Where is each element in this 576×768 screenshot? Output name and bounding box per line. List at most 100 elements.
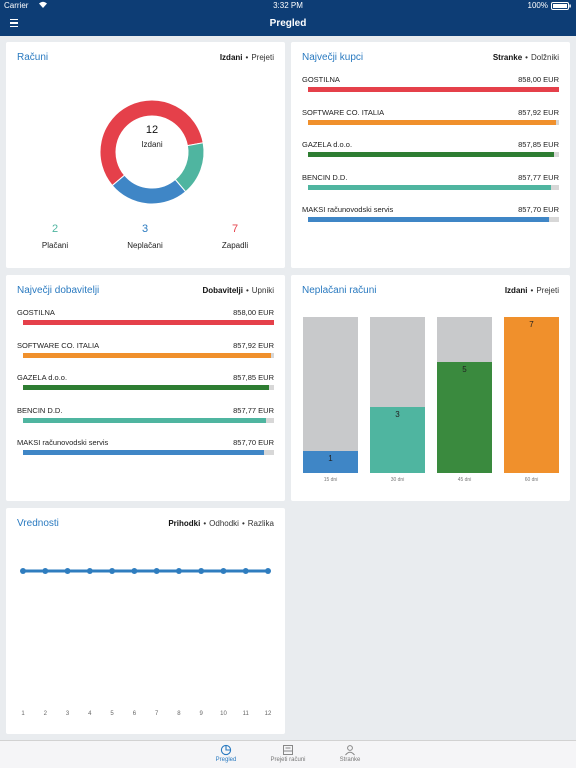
item-value: 857,85 EUR [233,373,274,382]
item-value: 857,92 EUR [233,340,274,350]
kupci-card: Največji kupci Stranke • Dolžniki GOSTILNA… [291,42,570,268]
vrednosti-toggle: Prihodki • Odhodki • Razlika [168,519,274,528]
item-bar [308,184,559,190]
item-bar [23,385,274,390]
x-tick-label: 5 [110,711,114,717]
bar-category-label: 45 dni [457,477,472,483]
x-tick-label: 2 [44,711,48,717]
donut-slice-zapadli [99,99,204,187]
item-bar-fill [23,450,264,455]
toggle-razlika[interactable]: Razlika [247,519,274,528]
pie-chart-icon [220,744,232,756]
list-item[interactable]: MAKSI računovodski servis 857,70 EUR [17,435,274,468]
list-item[interactable]: MAKSI računovodski servis 857,70 EUR [302,202,559,235]
data-point[interactable] [175,568,182,574]
data-point[interactable] [131,568,138,574]
bar-value-label: 1 [328,453,333,463]
item-value: 857,70 EUR [233,438,274,447]
item-name: SOFTWARE CO. ITALIA [302,107,385,117]
dobavitelji-card: Največji dobavitelji Dobavitelji • Upniki … [6,275,285,501]
toggle-stranke[interactable]: Stranke [492,53,523,62]
item-bar-fill [308,217,549,222]
battery-icon [551,2,571,12]
item-value: 857,70 EUR [518,205,559,214]
bar-2[interactable]: 3 [370,317,425,473]
data-point[interactable] [220,568,227,574]
item-name: MAKSI računovodski servis [302,205,394,214]
bar-value-label: 7 [529,320,534,329]
list-item[interactable]: GAZELA d.o.o. 857,85 EUR [17,370,274,403]
tab-bar: Pregled Prejeti računi Stranke [0,740,576,768]
hamburger-menu-icon[interactable] [10,16,22,30]
data-point[interactable] [86,568,93,574]
bar-3[interactable]: 5 [437,317,492,473]
item-bar [23,450,274,455]
vrednosti-line-chart: 1 2 3 4 5 6 7 8 9 10 11 12 [20,568,272,717]
page-title: Pregled [269,18,307,29]
racuni-card: Računi Izdani • Prejeti 12 Izdani 2 Plačan… [6,42,285,268]
data-point[interactable] [42,568,49,574]
stat-placani: 2 Plačani [15,223,95,250]
dobavitelji-title: Največji dobavitelji [17,285,100,296]
bar-value-label: 3 [395,410,400,420]
tab-prejeti-racuni[interactable]: Prejeti računi [253,744,323,763]
item-bar-fill [308,152,554,157]
data-point[interactable] [20,568,26,574]
item-value: 857,92 EUR [518,107,559,117]
item-value: 857,77 EUR [233,405,274,415]
list-item[interactable]: GAZELA d.o.o. 857,85 EUR [302,137,559,170]
list-item[interactable]: GOSTILNA 858,00 EUR [302,72,559,105]
bar-fill [437,361,492,473]
list-item[interactable]: GOSTILNA 858,00 EUR [17,305,274,338]
x-tick-label: 6 [133,711,137,717]
item-name: GOSTILNA [302,75,340,84]
data-point[interactable] [198,568,205,574]
stat-neplacani-value: 3 [141,223,149,235]
list-item[interactable]: BENCIN D.D. 857,77 EUR [17,403,274,436]
item-bar-fill [308,184,552,190]
wifi-icon [38,0,48,11]
item-name: SOFTWARE CO. ITALIA [17,340,100,350]
tab-pregled[interactable]: Pregled [191,744,261,763]
x-tick-label: 12 [265,711,272,717]
item-bar [308,119,559,125]
toggle-dobavitelji[interactable]: Dobavitelji [202,286,243,295]
bar-4[interactable]: 7 [504,317,559,473]
toggle-izdani[interactable]: Izdani [219,53,243,62]
item-name: BENCIN D.D. [302,172,348,182]
list-item[interactable]: SOFTWARE CO. ITALIA 857,92 EUR [17,338,274,371]
bar-fill [303,450,358,473]
stat-placani-value: 2 [51,223,59,235]
stat-neplacani: 3 Neplačani [105,223,185,250]
battery-label: 100% [527,1,548,10]
toggle-izdani[interactable]: Izdani [504,286,528,295]
data-point[interactable] [153,568,160,574]
list-item[interactable]: SOFTWARE CO. ITALIA 857,92 EUR [302,105,559,138]
dobavitelji-toggle: Dobavitelji • Upniki [202,286,275,295]
bar-1[interactable]: 1 [303,317,358,473]
item-name: GAZELA d.o.o. [302,140,353,149]
data-point[interactable] [64,568,71,574]
neplacani-title: Neplačani računi [302,285,377,296]
list-item[interactable]: BENCIN D.D. 857,77 EUR [302,170,559,203]
kupci-toggle: Stranke • Dolžniki [492,53,559,62]
data-point[interactable] [242,568,249,574]
toggle-dolzniki[interactable]: Dolžniki [530,53,559,62]
donut-total: 12 [145,124,159,136]
toggle-prejeti[interactable]: Prejeti [536,286,559,295]
item-bar [23,320,274,325]
toggle-odhodki[interactable]: Odhodki [209,519,239,528]
clock: 3:32 PM [273,1,303,10]
data-point[interactable] [265,568,271,574]
tab-pregled-label: Pregled [215,757,237,763]
data-point[interactable] [109,568,116,574]
kupci-list: GOSTILNA 858,00 EUR SOFTWARE CO. ITALIA 85… [302,72,559,235]
tab-stranke[interactable]: Stranke [315,744,385,763]
toggle-prihodki[interactable]: Prihodki [168,519,201,528]
toggle-upniki[interactable]: Upniki [251,286,274,295]
toggle-prejeti[interactable]: Prejeti [251,53,274,62]
x-tick-label: 7 [155,711,159,717]
item-bar-fill [23,320,274,325]
kupci-title: Največji kupci [302,52,364,63]
